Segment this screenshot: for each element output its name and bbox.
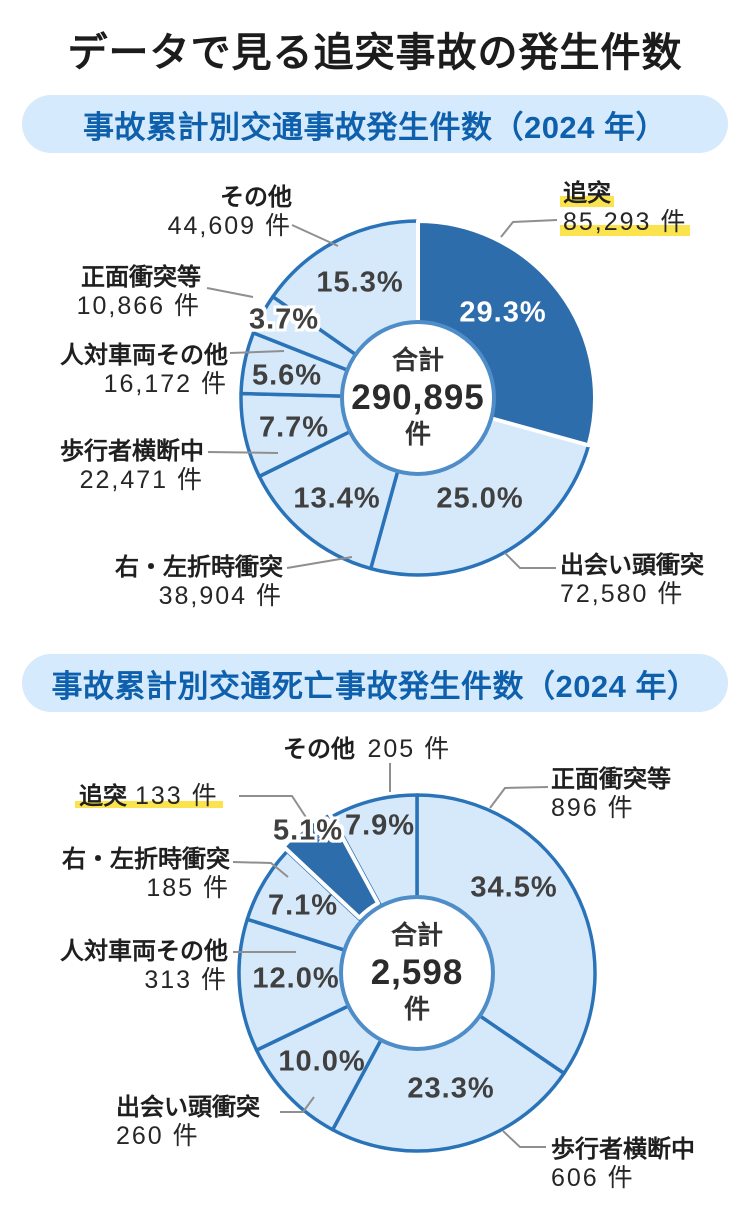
callout-turning-collision: 右・左折時衝突 38,904 件 (115, 554, 283, 612)
donut-slice (281, 809, 381, 920)
callout-pedestrian-crossing: 歩行者横断中 22,471 件 (60, 438, 204, 496)
callout-turning-collision-label: 右・左折時衝突 (62, 846, 230, 873)
callout-person-vs-vehicle: 人対車両その他 16,172 件 (60, 342, 228, 400)
percent-other: 7.9% (344, 809, 416, 842)
callout-crossing-collision-label: 出会い頭衝突 (116, 1094, 260, 1121)
callout-turning-collision: 右・左折時衝突 185 件 (62, 846, 230, 904)
callout-rear-end-count: 85,293 件 (560, 208, 691, 237)
callout-rear-end-label: 追突 (79, 783, 127, 810)
percent-turning-collision: 7.1% (267, 889, 339, 922)
callout-pedestrian-crossing: 歩行者横断中 606 件 (551, 1136, 695, 1194)
donut-center-circle (340, 320, 496, 476)
callout-turning-collision-count: 38,904 件 (158, 582, 283, 611)
section-header-accidents: 事故累計別交通事故発生件数（2024 年） (22, 95, 728, 153)
total-value: 2,598 (370, 952, 464, 992)
callout-head-on-label: 正面衝突等 (551, 766, 671, 793)
page-title: データで見る追突事故の発生件数 (67, 31, 683, 75)
callout-other-label: その他 (283, 736, 355, 763)
callout-other: その他 205 件 (283, 735, 451, 765)
callout-person-vs-vehicle: 人対車両その他 313 件 (60, 938, 228, 996)
percent-turning-collision: 13.4% (293, 482, 381, 515)
section-header-fatal-accidents: 事故累計別交通死亡事故発生件数（2024 年） (22, 654, 728, 712)
callout-rear-end-count: 133 件 (135, 782, 219, 810)
donut-center-total: 合計 2,598 件 (371, 920, 464, 1026)
donut-chart-accidents: 合計 290,895 件 29.3% 25.0% 13.4% 7.7% 5.6%… (0, 170, 750, 630)
percent-person-vs-vehicle: 5.6% (251, 359, 323, 392)
callout-head-on-label: 正面衝突等 (81, 264, 201, 291)
leader-lines (206, 219, 558, 569)
total-value: 290,895 (351, 377, 485, 417)
callout-person-vs-vehicle-count: 313 件 (144, 966, 228, 995)
percent-head-on: 3.7% (248, 303, 320, 336)
callout-pedestrian-crossing-count: 22,471 件 (79, 466, 204, 495)
percent-pedestrian-crossing: 23.3% (407, 1072, 495, 1105)
callout-turning-collision-count: 185 件 (146, 874, 230, 903)
callout-other-count: 205 件 (367, 735, 452, 763)
callout-person-vs-vehicle-label: 人対車両その他 (60, 938, 228, 965)
callout-head-on: 正面衝突等 10,866 件 (77, 264, 201, 322)
total-label: 合計 (390, 919, 443, 950)
callout-turning-collision-label: 右・左折時衝突 (115, 554, 283, 581)
callout-other-count: 44,609 件 (167, 212, 292, 241)
callout-crossing-collision-count: 260 件 (116, 1122, 200, 1151)
callout-other: その他 44,609 件 (168, 184, 292, 242)
percent-head-on: 34.5% (470, 871, 558, 904)
percent-person-vs-vehicle: 12.0% (252, 962, 340, 995)
total-label: 合計 (391, 344, 444, 375)
callout-crossing-collision: 出会い頭衝突 260 件 (116, 1094, 260, 1152)
callout-crossing-collision: 出会い頭衝突 72,580 件 (560, 552, 704, 610)
leader-lines (232, 763, 549, 1148)
callout-person-vs-vehicle-count: 16,172 件 (103, 370, 228, 399)
donut-center-circle (339, 895, 495, 1051)
callout-rear-end-label: 追突 (560, 180, 614, 207)
callout-head-on-count: 10,866 件 (76, 292, 201, 321)
total-unit: 件 (403, 994, 430, 1025)
callout-crossing-collision-label: 出会い頭衝突 (560, 552, 704, 579)
percent-crossing-collision: 10.0% (278, 1045, 366, 1078)
total-unit: 件 (404, 419, 431, 450)
callout-person-vs-vehicle-label: 人対車両その他 (60, 342, 228, 369)
percent-rear-end: 29.3% (459, 296, 547, 329)
callout-head-on: 正面衝突等 896 件 (551, 766, 671, 824)
donut-chart-fatal-accidents: 合計 2,598 件 34.5% 23.3% 10.0% 12.0% 7.1% … (0, 730, 750, 1219)
callout-head-on-count: 896 件 (551, 794, 635, 823)
donut-chart-svg (232, 763, 597, 1153)
percent-crossing-collision: 25.0% (436, 482, 524, 515)
callout-rear-end: 追突 85,293 件 (560, 180, 691, 238)
callout-rear-end: 追突 133 件 (75, 782, 223, 812)
callout-crossing-collision-count: 72,580 件 (560, 580, 685, 609)
callout-pedestrian-crossing-count: 606 件 (551, 1164, 635, 1193)
donut-center-total: 合計 290,895 件 (351, 345, 485, 451)
callout-pedestrian-crossing-label: 歩行者横断中 (60, 438, 204, 465)
callout-other-label: その他 (220, 184, 292, 211)
donut-chart-svg (206, 219, 597, 577)
percent-other: 15.3% (316, 266, 404, 299)
callout-pedestrian-crossing-label: 歩行者横断中 (551, 1136, 695, 1163)
percent-rear-end: 5.1% (272, 814, 344, 847)
percent-pedestrian-crossing: 7.7% (258, 411, 330, 444)
